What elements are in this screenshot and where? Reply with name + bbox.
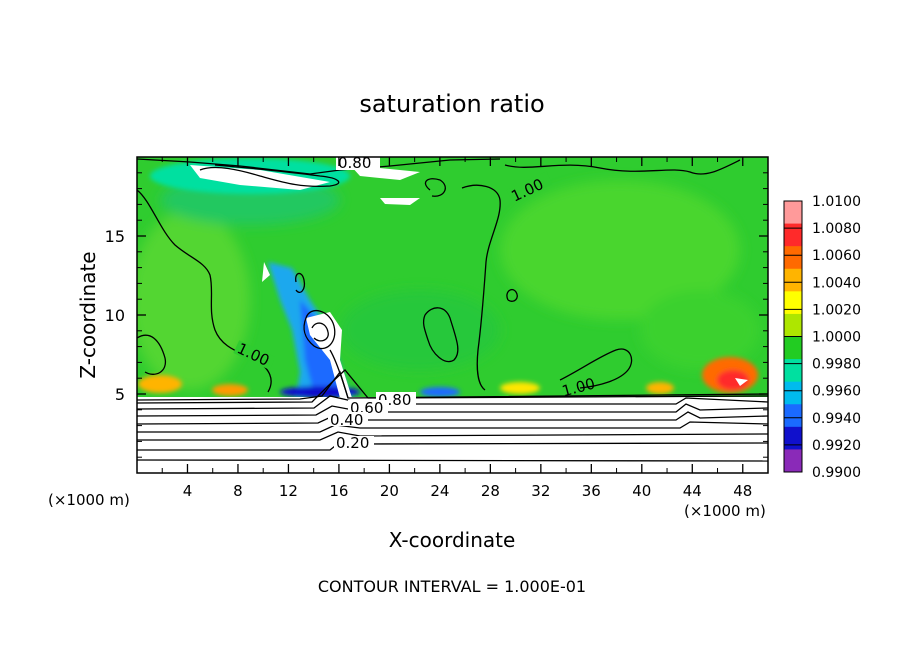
contour-line-0.80 bbox=[311, 322, 329, 342]
x-tick-label: 20 bbox=[380, 482, 399, 500]
contour-line-1.00 bbox=[559, 348, 633, 389]
contour-line-1.00 bbox=[137, 370, 768, 401]
contour-line-0.80 bbox=[199, 164, 340, 188]
colorbar-swatch bbox=[784, 381, 802, 405]
colorbar-swatch bbox=[784, 268, 802, 292]
x-tick-label: 44 bbox=[683, 482, 702, 500]
colorbar: 1.0100 1.0080 1.0060 1.0040 1.0020 1.0000 0.99… bbox=[783, 194, 861, 481]
x-axis-label: X-coordinate bbox=[389, 528, 516, 552]
x-tick-label: 24 bbox=[430, 482, 449, 500]
colorbar-label: 0.9980 bbox=[812, 357, 861, 373]
colorbar-swatch bbox=[784, 426, 802, 450]
x-tick-label: 40 bbox=[632, 482, 651, 500]
contour-line-1.00 bbox=[424, 178, 446, 197]
colorbar-label: 0.9900 bbox=[812, 465, 861, 481]
contour-line bbox=[137, 459, 768, 462]
y-tick-label: 15 bbox=[105, 227, 125, 246]
y-axis: 5 10 15 bbox=[105, 172, 768, 458]
contour-line-0.80 bbox=[329, 349, 349, 399]
x-tick-label: 4 bbox=[183, 482, 193, 500]
colorbar-label: 0.9960 bbox=[812, 384, 861, 400]
x-axis: 4 8 12 16 20 24 28 32 36 40 44 48 bbox=[161, 157, 752, 500]
contour-line bbox=[137, 403, 768, 417]
colorbar-label: 1.0000 bbox=[812, 330, 861, 346]
colorbar-label: 1.0100 bbox=[812, 194, 861, 210]
y-tick-label: 5 bbox=[115, 385, 125, 404]
x-tick-label: 28 bbox=[481, 482, 500, 500]
contour-line bbox=[137, 411, 768, 425]
colorbar-swatch bbox=[784, 449, 802, 473]
colorbar-label: 0.9920 bbox=[812, 438, 861, 454]
heatmap-moist-spots bbox=[138, 357, 758, 396]
contour-line bbox=[137, 421, 768, 433]
contour-line bbox=[137, 431, 768, 441]
colorbar-swatch bbox=[784, 359, 802, 383]
contour-line-0.80 bbox=[295, 272, 306, 294]
chart-title: saturation ratio bbox=[359, 90, 544, 118]
x-tick-label: 48 bbox=[733, 482, 752, 500]
y-tick-label: 10 bbox=[105, 306, 125, 325]
colorbar-swatch bbox=[784, 201, 802, 225]
x-tick-label: 36 bbox=[582, 482, 601, 500]
x-tick-label: 12 bbox=[279, 482, 298, 500]
colorbar-swatch bbox=[784, 246, 802, 270]
contour-line-1.00 bbox=[506, 288, 518, 302]
x-tick-label: 16 bbox=[329, 482, 348, 500]
contour-line-1.00 bbox=[461, 184, 501, 391]
contour-label: 0.80 bbox=[338, 154, 371, 172]
x-unit-right: (×1000 m) bbox=[684, 502, 766, 520]
contour-line-1.00 bbox=[137, 334, 167, 375]
colorbar-swatch bbox=[784, 223, 802, 247]
contour-line-1.00 bbox=[422, 307, 459, 363]
colorbar-swatch bbox=[784, 404, 802, 428]
contour-line-1.00 bbox=[504, 159, 741, 175]
colorbar-swatch bbox=[784, 291, 802, 315]
contour-interval-note: CONTOUR INTERVAL = 1.000E-01 bbox=[318, 577, 586, 596]
colorbar-swatch bbox=[784, 336, 802, 360]
colorbar-label: 1.0080 bbox=[812, 221, 861, 237]
contour-label: 0.40 bbox=[330, 411, 363, 429]
x-tick-label: 32 bbox=[531, 482, 550, 500]
contour-labels: 0.80 1.00 1.00 1.00 0.80 0.60 0.40 0.20 bbox=[233, 154, 597, 452]
x-tick-label: 8 bbox=[233, 482, 243, 500]
colorbar-swatch bbox=[784, 313, 802, 337]
colorbar-label: 1.0040 bbox=[812, 275, 861, 291]
colorbar-label: 0.9940 bbox=[812, 411, 861, 427]
y-axis-label: Z-coordinate bbox=[76, 251, 100, 378]
contour-label: 0.20 bbox=[336, 434, 369, 452]
colorbar-label: 1.0020 bbox=[812, 302, 861, 318]
colorbar-label: 1.0060 bbox=[812, 248, 861, 264]
contour-line-0.80 bbox=[303, 309, 336, 350]
x-unit-left: (×1000 m) bbox=[48, 491, 130, 509]
